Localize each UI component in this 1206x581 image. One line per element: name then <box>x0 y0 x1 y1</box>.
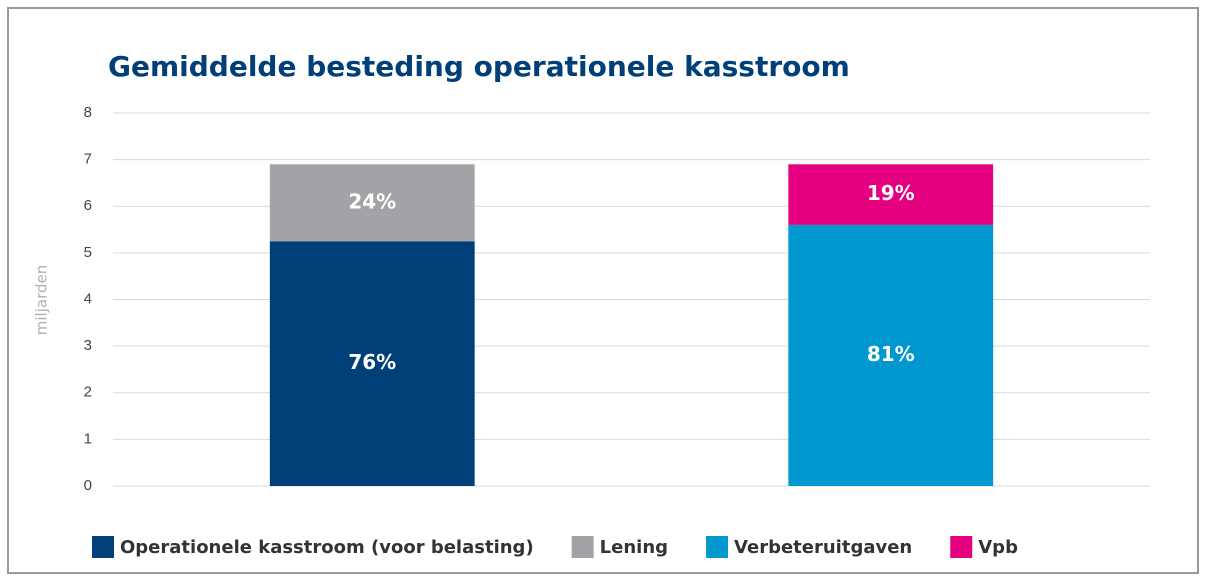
y-tick-label: 4 <box>84 290 92 307</box>
bar-segment <box>788 224 994 486</box>
y-tick-label: 1 <box>84 430 92 447</box>
data-label: 76% <box>348 350 396 374</box>
legend-swatch <box>706 536 729 558</box>
legend-label: Vpb <box>978 537 1018 558</box>
data-label: 19% <box>867 181 915 205</box>
y-tick-label: 0 <box>84 477 92 494</box>
bar-segment <box>788 164 994 225</box>
y-tick-label: 3 <box>84 337 92 354</box>
legend-swatch <box>950 536 973 558</box>
chart-title: Gemiddelde besteding operationele kasstr… <box>108 50 850 83</box>
y-tick-label: 2 <box>84 384 92 401</box>
data-label: 24% <box>348 189 396 213</box>
legend-label: Verbeteruitgaven <box>734 537 912 558</box>
y-tick-label: 8 <box>84 104 92 121</box>
y-axis-label: miljarden <box>33 265 51 335</box>
data-label: 81% <box>867 342 915 366</box>
legend-label: Lening <box>600 537 668 558</box>
bar-segment <box>269 241 475 486</box>
legend-swatch <box>92 536 114 558</box>
bar-segment <box>269 164 475 242</box>
legend-swatch <box>571 536 594 558</box>
y-tick-label: 6 <box>84 197 92 214</box>
legend-label: Operationele kasstroom (voor belasting) <box>120 537 534 558</box>
y-tick-label: 5 <box>84 244 92 261</box>
frame <box>7 7 1199 574</box>
y-tick-label: 7 <box>84 151 92 168</box>
